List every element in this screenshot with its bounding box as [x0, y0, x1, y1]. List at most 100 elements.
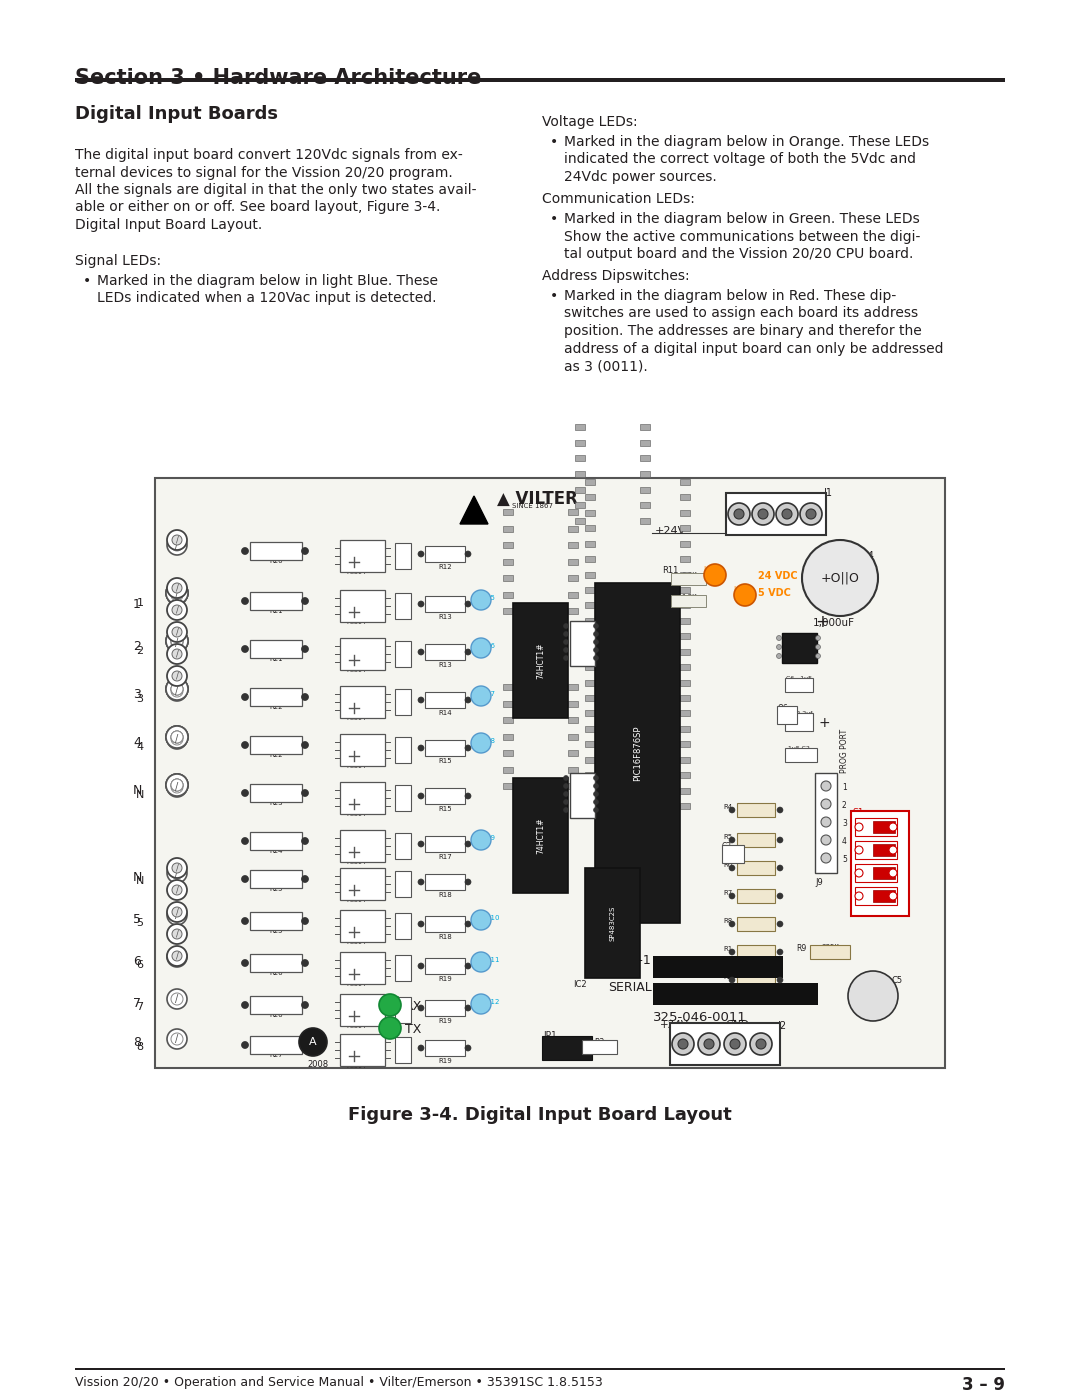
- Text: OK4: OK4: [345, 789, 360, 796]
- Text: 68K  1W: 68K 1W: [261, 915, 291, 921]
- Text: R7: R7: [723, 890, 732, 895]
- Circle shape: [166, 678, 188, 700]
- Bar: [513, 778, 568, 893]
- Text: /: /: [176, 605, 178, 615]
- Bar: [575, 455, 585, 461]
- Circle shape: [729, 977, 735, 983]
- Circle shape: [564, 792, 568, 796]
- Bar: [542, 1037, 592, 1060]
- Bar: [340, 830, 384, 862]
- Text: •: •: [550, 136, 558, 149]
- Circle shape: [777, 644, 782, 650]
- Circle shape: [166, 630, 188, 652]
- Circle shape: [564, 775, 568, 781]
- Circle shape: [418, 841, 424, 847]
- Text: LED8: LED8: [477, 738, 495, 745]
- Text: R14: R14: [438, 710, 451, 717]
- Circle shape: [167, 622, 187, 643]
- Text: 1: 1: [133, 598, 140, 610]
- Circle shape: [171, 780, 183, 791]
- Bar: [503, 700, 513, 707]
- Text: 5 VDC: 5 VDC: [758, 588, 791, 598]
- Text: 4: 4: [842, 837, 847, 847]
- Text: C4: C4: [861, 550, 874, 562]
- Circle shape: [242, 1042, 248, 1049]
- Circle shape: [167, 666, 187, 686]
- Text: OK6: OK6: [345, 918, 360, 923]
- Circle shape: [166, 630, 188, 652]
- Text: 5: 5: [842, 855, 847, 863]
- Bar: [395, 870, 411, 897]
- Circle shape: [301, 960, 309, 967]
- Circle shape: [167, 633, 187, 652]
- Bar: [249, 833, 302, 849]
- Text: 3: 3: [897, 847, 903, 855]
- Circle shape: [166, 630, 188, 652]
- Circle shape: [167, 644, 187, 664]
- Text: indicated the correct voltage of both the 5Vdc and: indicated the correct voltage of both th…: [564, 152, 916, 166]
- Text: OK6: OK6: [345, 876, 360, 882]
- Circle shape: [242, 1002, 248, 1009]
- Bar: [785, 712, 813, 731]
- Circle shape: [171, 780, 183, 791]
- Text: /: /: [175, 638, 178, 648]
- Text: PC814: PC814: [346, 764, 366, 768]
- Circle shape: [730, 1039, 740, 1049]
- Bar: [513, 604, 568, 718]
- Circle shape: [698, 1032, 720, 1055]
- Circle shape: [777, 865, 783, 870]
- Text: R15: R15: [438, 806, 451, 812]
- Text: 68K  1W: 68K 1W: [261, 999, 291, 1004]
- Circle shape: [167, 858, 187, 877]
- Circle shape: [301, 693, 309, 700]
- Circle shape: [777, 949, 783, 956]
- Text: 8: 8: [136, 1042, 144, 1052]
- Text: 7: 7: [133, 997, 141, 1010]
- Text: 499K: 499K: [434, 745, 456, 752]
- Text: 499K: 499K: [434, 650, 456, 655]
- Circle shape: [465, 550, 471, 557]
- Bar: [582, 1039, 617, 1053]
- Bar: [680, 679, 690, 686]
- Bar: [249, 687, 302, 705]
- Bar: [873, 868, 895, 879]
- Circle shape: [471, 733, 491, 753]
- Circle shape: [242, 789, 248, 796]
- Bar: [585, 648, 595, 655]
- Circle shape: [166, 678, 188, 700]
- Text: 68K  1W: 68K 1W: [261, 787, 291, 793]
- Circle shape: [171, 683, 183, 694]
- Text: R23: R23: [269, 800, 283, 806]
- Circle shape: [379, 1017, 401, 1039]
- Text: 68K  1W: 68K 1W: [261, 1039, 291, 1045]
- Text: R4: R4: [723, 805, 732, 810]
- Text: PC814: PC814: [346, 717, 366, 721]
- Bar: [855, 887, 897, 905]
- Bar: [585, 525, 595, 531]
- Text: R3: R3: [594, 1038, 604, 1046]
- Text: 10K: 10K: [750, 834, 762, 840]
- Bar: [680, 587, 690, 592]
- Text: R12: R12: [438, 564, 451, 570]
- Bar: [585, 479, 595, 485]
- Text: 385K: 385K: [821, 944, 839, 950]
- Text: R1: R1: [723, 946, 732, 951]
- Circle shape: [418, 550, 424, 557]
- Circle shape: [171, 539, 183, 550]
- Text: R10: R10: [662, 588, 678, 597]
- Text: Vission 20/20 • Operation and Service Manual • Vilter/Emerson • 35391SC 1.8.5153: Vission 20/20 • Operation and Service Ma…: [75, 1376, 603, 1389]
- Circle shape: [171, 587, 183, 599]
- Bar: [855, 863, 897, 882]
- Text: SINCE 1867: SINCE 1867: [512, 503, 553, 509]
- Text: /: /: [176, 951, 178, 961]
- Bar: [156, 478, 945, 1067]
- Bar: [503, 542, 513, 548]
- Circle shape: [166, 726, 188, 747]
- Text: REV-1: REV-1: [615, 954, 651, 967]
- Circle shape: [301, 1002, 309, 1009]
- Text: 68K  1W: 68K 1W: [261, 643, 291, 650]
- Text: 499K: 499K: [434, 1045, 456, 1052]
- Bar: [340, 868, 384, 900]
- Bar: [585, 664, 595, 671]
- Circle shape: [166, 774, 188, 796]
